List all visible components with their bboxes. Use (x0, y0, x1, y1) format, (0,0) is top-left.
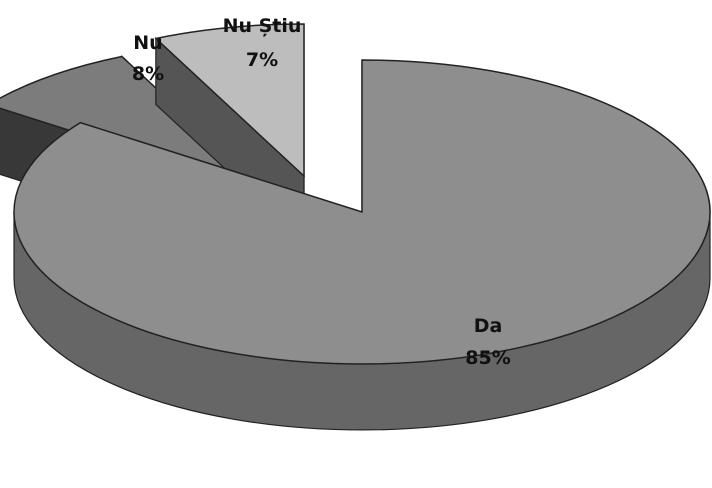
slice-da-top (13, 59, 711, 365)
slice-label-nu-stiu: Nu Știu (223, 15, 302, 37)
slice-value-da: 85% (465, 347, 510, 369)
slice-value-nu-stiu: 7% (246, 49, 278, 71)
slice-nu-stiu-top (154, 23, 305, 178)
slice-value-nu: 8% (132, 63, 164, 85)
slice-label-nu: Nu (133, 32, 162, 54)
slice-label-da: Da (474, 315, 503, 337)
slice-nu-top (0, 55, 271, 195)
